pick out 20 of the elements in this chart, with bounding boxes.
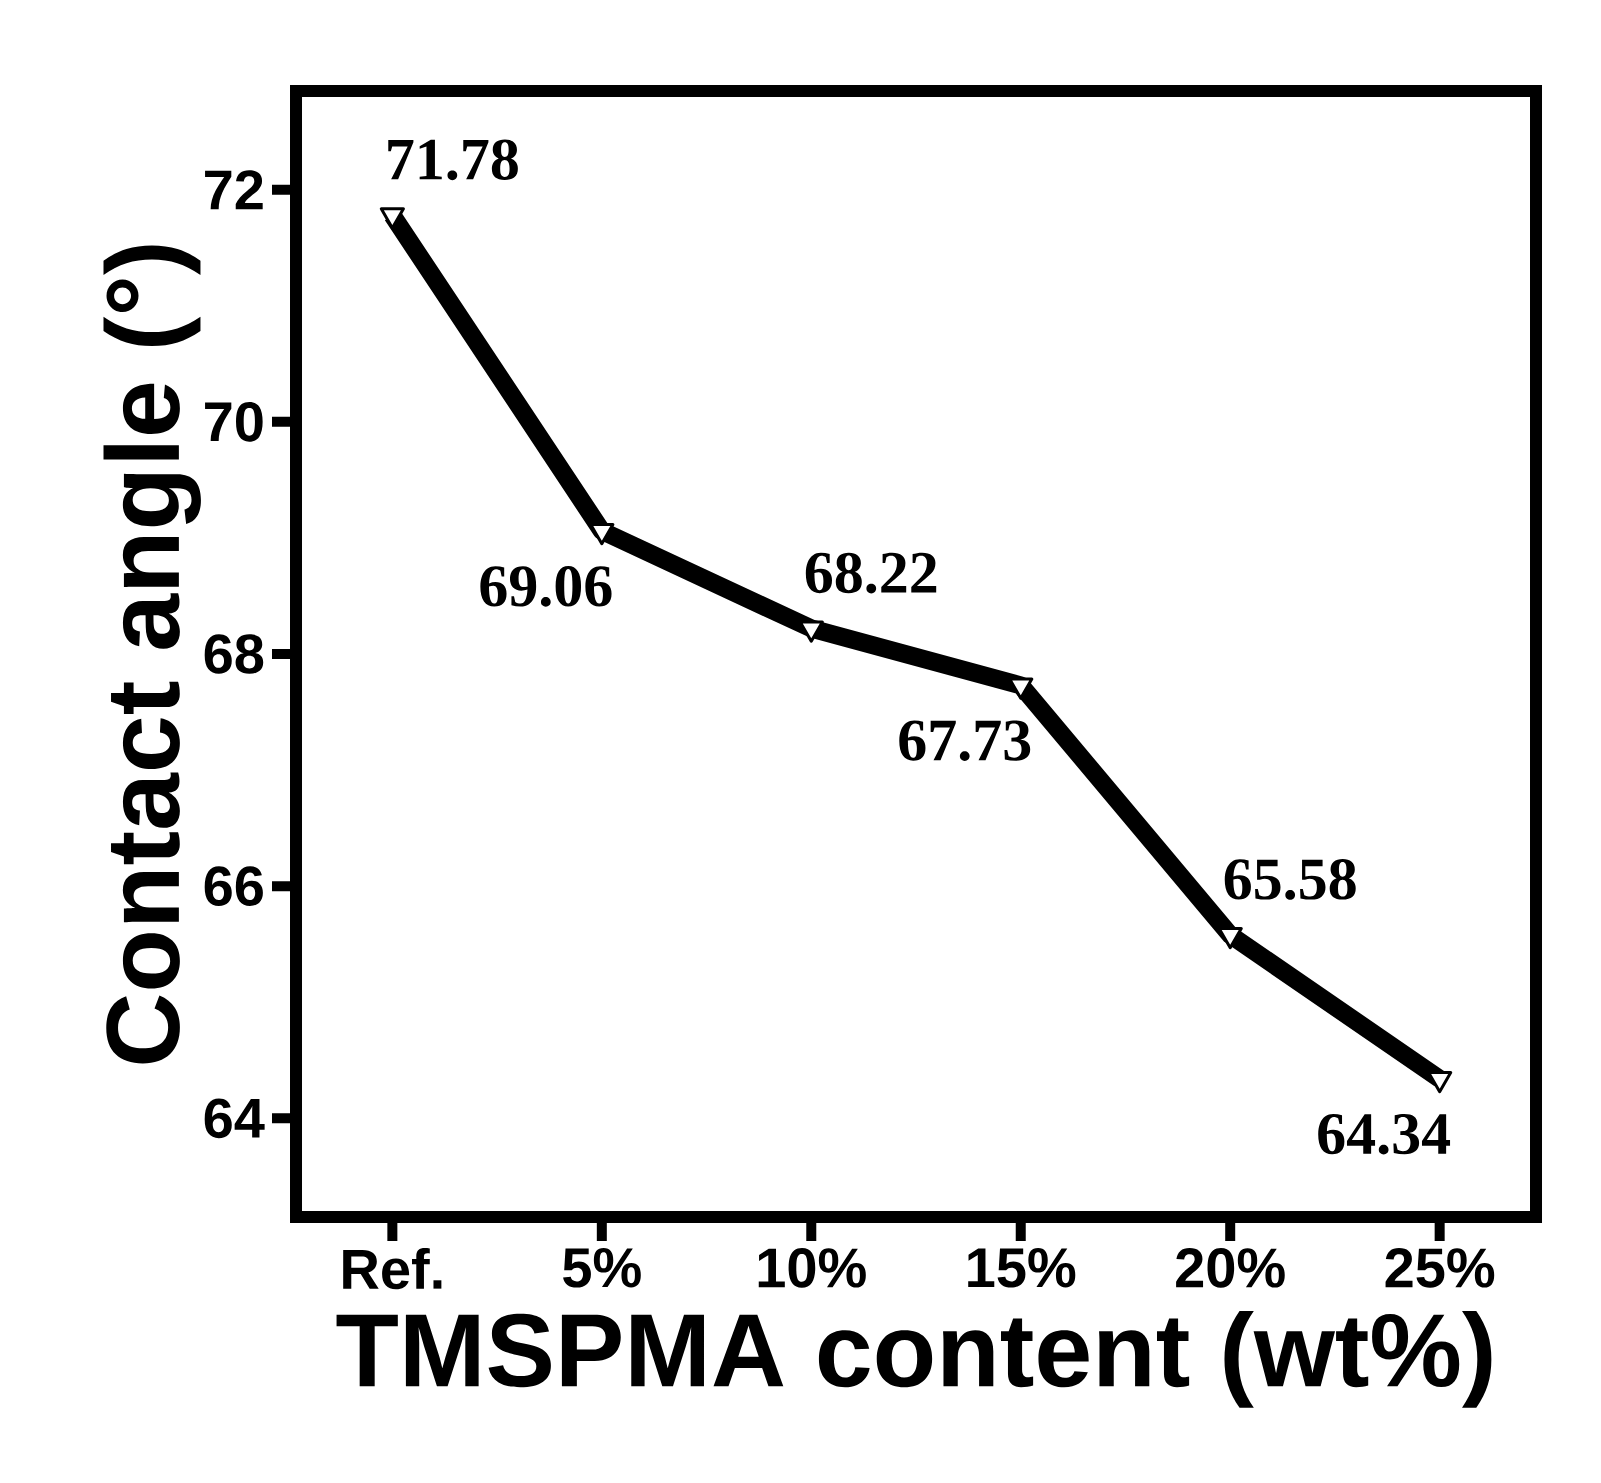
x-tick-label: Ref. <box>343 1248 442 1290</box>
y-tick-label: 70 <box>205 402 263 442</box>
data-label: 67.73 <box>899 720 1031 761</box>
data-label: 64.34 <box>1318 1113 1451 1155</box>
x-tick-label: 25% <box>1385 1248 1495 1288</box>
x-axis-title: TMSPMA content (wt%) <box>336 1310 1492 1408</box>
y-tick-label: 68 <box>204 634 264 674</box>
x-tick-label: 15% <box>968 1248 1076 1288</box>
x-tick-label: 5% <box>563 1248 641 1288</box>
data-label: 69.06 <box>480 566 612 607</box>
y-tick-label: 66 <box>204 866 263 906</box>
x-tick-label: 10% <box>758 1248 866 1288</box>
x-tick-label: 20% <box>1176 1248 1285 1288</box>
data-label: 71.78 <box>388 139 518 181</box>
y-tick-label: 64 <box>204 1098 265 1139</box>
y-axis-title: Contact angle (°) <box>103 245 201 1064</box>
point <box>379 207 405 230</box>
y-tick-label: 72 <box>205 170 263 210</box>
data-label: 68.22 <box>805 552 937 594</box>
data-label: 65.58 <box>1224 859 1356 900</box>
